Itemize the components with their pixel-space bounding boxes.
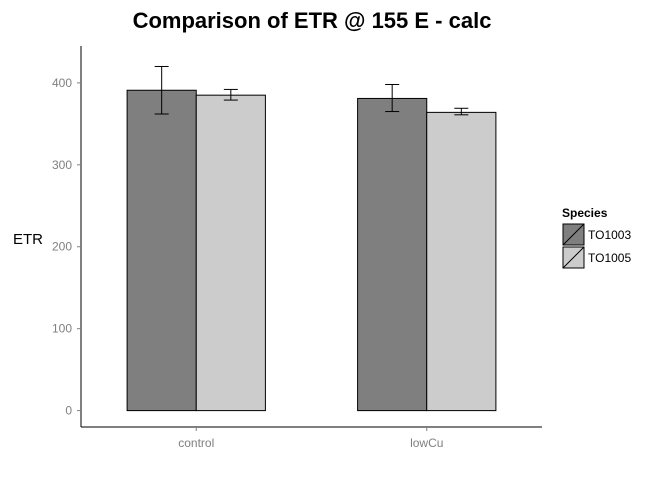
x-tick-label: control [178,436,214,450]
x-tick-label: lowCu [410,436,443,450]
y-tick-label: 0 [65,404,72,418]
y-tick-label: 300 [52,158,72,172]
legend-label-TO1003: TO1003 [588,228,631,242]
y-tick-label: 200 [52,240,72,254]
bar-TO1005-lowCu [426,111,497,412]
legend-title: Species [562,206,608,220]
plot-area: 0 100 200 300 400 control lowCu [52,46,542,450]
bar-TO1003-lowCu [357,97,428,412]
y-axis-title: ETR [13,231,43,248]
y-tick-label: 400 [52,76,72,90]
legend: Species TO1003 TO1005 [562,206,631,269]
bar-TO1005-control [195,94,266,412]
chart-title: Comparison of ETR @ 155 E - calc [133,8,492,33]
legend-label-TO1005: TO1005 [588,251,631,265]
legend-key-slash [562,246,585,269]
y-tick-label: 100 [52,322,72,336]
bar-TO1003-control [126,89,197,412]
legend-key-slash [562,223,585,246]
